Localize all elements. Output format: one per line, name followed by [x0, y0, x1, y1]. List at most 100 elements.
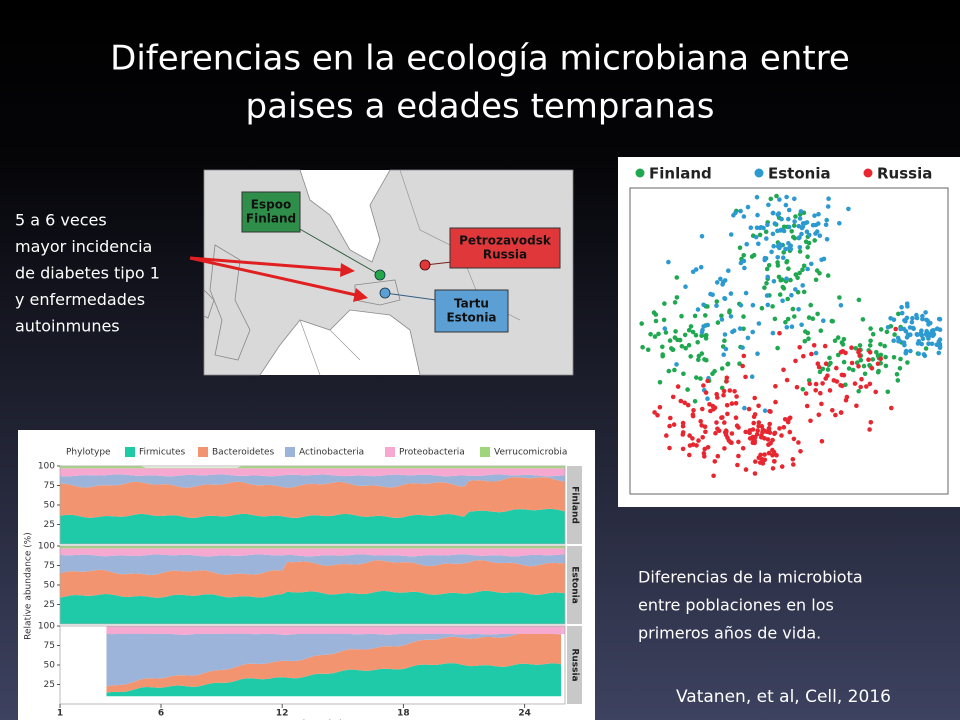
scatter-dot — [751, 420, 756, 426]
scatter-dot — [889, 405, 894, 411]
scatter-dot — [670, 394, 676, 400]
area-layer — [106, 631, 561, 687]
scatter-dot — [687, 433, 692, 438]
scatter-dot — [931, 331, 937, 337]
scatter-dot — [894, 372, 900, 377]
scatter-dot — [700, 406, 705, 412]
scatter-dot — [825, 367, 831, 372]
scatter-dot — [752, 471, 758, 476]
scatter-dot — [898, 326, 903, 332]
scatter-dot — [781, 224, 787, 230]
scatter-dot — [692, 313, 698, 319]
scatter-dot — [841, 336, 847, 342]
scatter-dot — [923, 346, 929, 351]
map-label-box — [434, 289, 509, 333]
scatter-dot — [805, 266, 810, 272]
scatter-dot — [840, 342, 846, 347]
scatter-dot — [712, 368, 717, 374]
scatter-dot — [883, 354, 888, 360]
scatter-dot — [737, 245, 743, 250]
scatter-dot — [679, 313, 684, 319]
scatter-dot — [816, 364, 822, 370]
scatter-dot — [740, 363, 745, 369]
scatter-dot — [856, 364, 861, 369]
scatter-dot — [929, 341, 935, 347]
scatter-dot — [884, 329, 890, 335]
scatter-dot — [805, 330, 811, 336]
scatter-dot — [860, 317, 866, 322]
scatter-dot — [750, 434, 756, 440]
scatter-dot — [734, 394, 739, 399]
scatter-dot — [796, 440, 801, 445]
scatter-dot — [928, 320, 933, 326]
scatter-dot — [741, 353, 747, 359]
scatter-dot — [668, 415, 673, 421]
scatter-dot — [854, 360, 860, 366]
scatter-dot — [825, 373, 830, 379]
scatter-dot — [791, 223, 797, 228]
scatter-dot — [838, 303, 844, 308]
y-tick-label: 75 — [44, 641, 55, 651]
scatter-dot — [786, 224, 792, 230]
scatter-dot — [891, 338, 896, 344]
area-layer — [60, 474, 565, 488]
scatter-dot — [677, 337, 683, 343]
scatter-dot — [713, 430, 718, 436]
scatter-dot — [777, 241, 782, 247]
scatter-dot — [738, 208, 743, 214]
scatter-dot — [781, 425, 787, 430]
area-layer — [60, 466, 565, 469]
scatter-dot — [734, 423, 740, 429]
scatter-dot — [775, 345, 780, 351]
scatter-dot — [868, 338, 873, 344]
scatter-dot — [712, 459, 718, 464]
scatter-dot — [722, 296, 728, 302]
scatter-dot — [857, 353, 862, 359]
scatter-dot — [719, 313, 724, 319]
scatter-dot — [770, 231, 776, 237]
scatter-dot — [664, 433, 669, 438]
scatter-dot — [678, 398, 684, 404]
scatter-dot — [788, 277, 793, 283]
x-tick-label: 24 — [518, 709, 531, 719]
scatter-dot — [667, 338, 673, 343]
scatter-dot — [810, 222, 816, 228]
scatter-dot — [736, 453, 741, 459]
scatter-dot — [924, 317, 929, 323]
scatter-dot — [688, 354, 693, 359]
scatter-dot — [854, 403, 859, 409]
scatter-dot — [905, 360, 910, 365]
scatter-dot — [903, 328, 909, 334]
scatter-dot — [823, 222, 829, 228]
scatter-dot — [808, 302, 813, 308]
scatter-dot — [883, 363, 889, 369]
scatter-dot — [813, 277, 819, 283]
scatter-dot — [652, 410, 657, 415]
area-layer — [106, 663, 561, 697]
area-layer — [60, 560, 565, 598]
scatter-dot — [817, 233, 823, 238]
map-label: Finland — [246, 212, 296, 226]
scatter-dot — [680, 420, 686, 426]
scatter-dot — [766, 426, 772, 432]
scatter-dot — [849, 360, 855, 366]
scatter-dot — [714, 303, 719, 309]
scatter-dot — [800, 221, 806, 226]
scatter-dot — [893, 326, 898, 332]
panel-label: Russia — [570, 648, 580, 681]
scatter-dot — [785, 316, 791, 322]
scatter-dot — [648, 331, 653, 337]
scatter-dot — [762, 285, 767, 291]
scatter-dot — [867, 343, 873, 348]
scatter-dot — [699, 234, 705, 239]
scatter-dot — [819, 257, 824, 263]
scatter-dot — [797, 216, 803, 221]
scatter-dot — [792, 196, 797, 202]
scatter-dot — [870, 357, 876, 362]
scatter-dot — [820, 381, 825, 386]
scatter-dot — [797, 249, 803, 254]
scatter-dot — [785, 419, 791, 425]
scatter-dot — [797, 270, 802, 276]
scatter-dot — [728, 291, 734, 296]
note-line: autoinmunes — [15, 317, 120, 336]
